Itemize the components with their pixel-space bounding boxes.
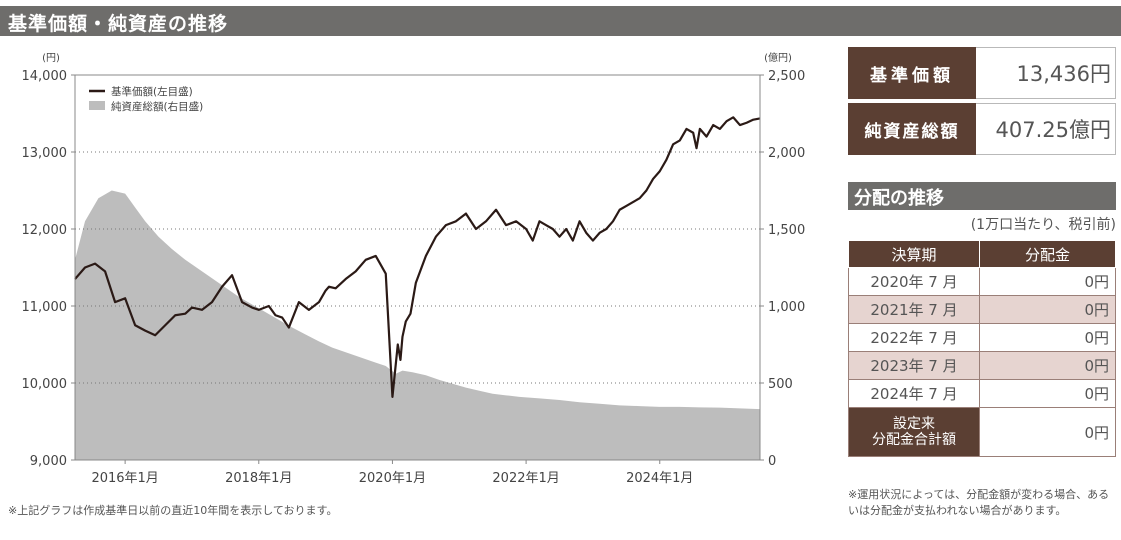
- x-tick-label: 2020年1月: [359, 471, 426, 486]
- period-cell: 2023年 7 月: [848, 351, 980, 380]
- chart-svg: 9,000 10,000 11,000 12,000 13,000 14,000 0 500 1…: [22, 51, 806, 486]
- nav-row: 基準価額 13,436円: [848, 47, 1116, 99]
- right-tick-label: 0: [768, 454, 776, 469]
- distribution-table: 決算期 分配金 2020年 7 月 0円 2021年 7 月 0円 2022年 …: [848, 240, 1116, 457]
- nav-label: 基準価額: [848, 47, 976, 99]
- col-amount: 分配金: [979, 240, 1116, 268]
- distribution-title: 分配の推移: [854, 188, 944, 209]
- left-tick-label: 9,000: [30, 454, 67, 469]
- net-assets-label: 純資産総額: [848, 103, 976, 155]
- total-row: 設定来 分配金合計額 0円: [848, 407, 1116, 457]
- nav-line: [74, 116, 761, 398]
- total-label-line1: 設定来: [893, 416, 935, 432]
- distribution-header: 分配の推移: [848, 182, 1116, 210]
- left-tick-label: 11,000: [22, 300, 68, 315]
- legend-label-nav: 基準価額(左目盛): [111, 85, 193, 98]
- table-row: 2022年 7 月 0円: [848, 323, 1116, 352]
- amount-cell: 0円: [979, 295, 1116, 324]
- net-assets-area: [75, 190, 760, 460]
- left-axis-unit: (円): [42, 53, 60, 64]
- period-cell: 2022年 7 月: [848, 323, 980, 352]
- plot-border: [74, 74, 761, 461]
- x-tick-label: 2016年1月: [91, 471, 158, 486]
- legend-area-swatch: [89, 101, 105, 110]
- left-tick-label: 12,000: [22, 223, 68, 238]
- total-label-line2: 分配金合計額: [872, 432, 956, 448]
- table-row: 2023年 7 月 0円: [848, 351, 1116, 380]
- nav-chart: 9,000 10,000 11,000 12,000 13,000 14,000 0 500 1…: [15, 45, 830, 495]
- x-tick-label: 2022年1月: [492, 471, 559, 486]
- period-cell: 2021年 7 月: [848, 295, 980, 324]
- table-row: 2020年 7 月 0円: [848, 267, 1116, 296]
- amount-cell: 0円: [979, 267, 1116, 296]
- chart-footnote: ※上記グラフは作成基準日以前の直近10年間を表示しております。: [8, 504, 338, 517]
- table-row: 2024年 7 月 0円: [848, 379, 1116, 408]
- left-tick-label: 10,000: [22, 377, 68, 392]
- total-label: 設定来 分配金合計額: [848, 407, 980, 457]
- distribution-header-row: 決算期 分配金: [848, 240, 1116, 268]
- table-row: 2021年 7 月 0円: [848, 295, 1116, 324]
- net-assets-row: 純資産総額 407.25億円: [848, 103, 1116, 155]
- x-tick-label: 2018年1月: [225, 471, 292, 486]
- right-tick-label: 1,000: [768, 300, 805, 315]
- right-tick-label: 2,500: [768, 69, 805, 84]
- right-axis-unit: (億円): [764, 51, 792, 64]
- col-period: 決算期: [848, 240, 980, 268]
- distribution-note: (1万口当たり、税引前): [970, 217, 1116, 233]
- x-tick-label: 2024年1月: [626, 471, 693, 486]
- section-title: 基準価額・純資産の推移: [8, 13, 229, 35]
- amount-cell: 0円: [979, 351, 1116, 380]
- amount-cell: 0円: [979, 379, 1116, 408]
- distribution-footnote: ※運用状況によっては、分配金額が変わる場合、あるいは分配金が支払われない場合があ…: [848, 488, 1110, 517]
- amount-cell: 0円: [979, 323, 1116, 352]
- period-cell: 2024年 7 月: [848, 379, 980, 408]
- legend-label-net-assets: 純資産総額(右目盛): [111, 100, 203, 113]
- section-header: 基準価額・純資産の推移: [0, 6, 1121, 36]
- period-cell: 2020年 7 月: [848, 267, 980, 296]
- net-assets-value: 407.25億円: [976, 103, 1116, 155]
- left-tick-label: 13,000: [22, 146, 68, 161]
- total-amount: 0円: [979, 407, 1116, 457]
- left-tick-label: 14,000: [22, 69, 68, 84]
- right-tick-label: 1,500: [768, 223, 805, 238]
- fund-info-table: 基準価額 13,436円 純資産総額 407.25億円: [848, 47, 1116, 159]
- right-tick-label: 500: [768, 377, 793, 392]
- right-tick-label: 2,000: [768, 146, 805, 161]
- nav-value: 13,436円: [976, 47, 1116, 99]
